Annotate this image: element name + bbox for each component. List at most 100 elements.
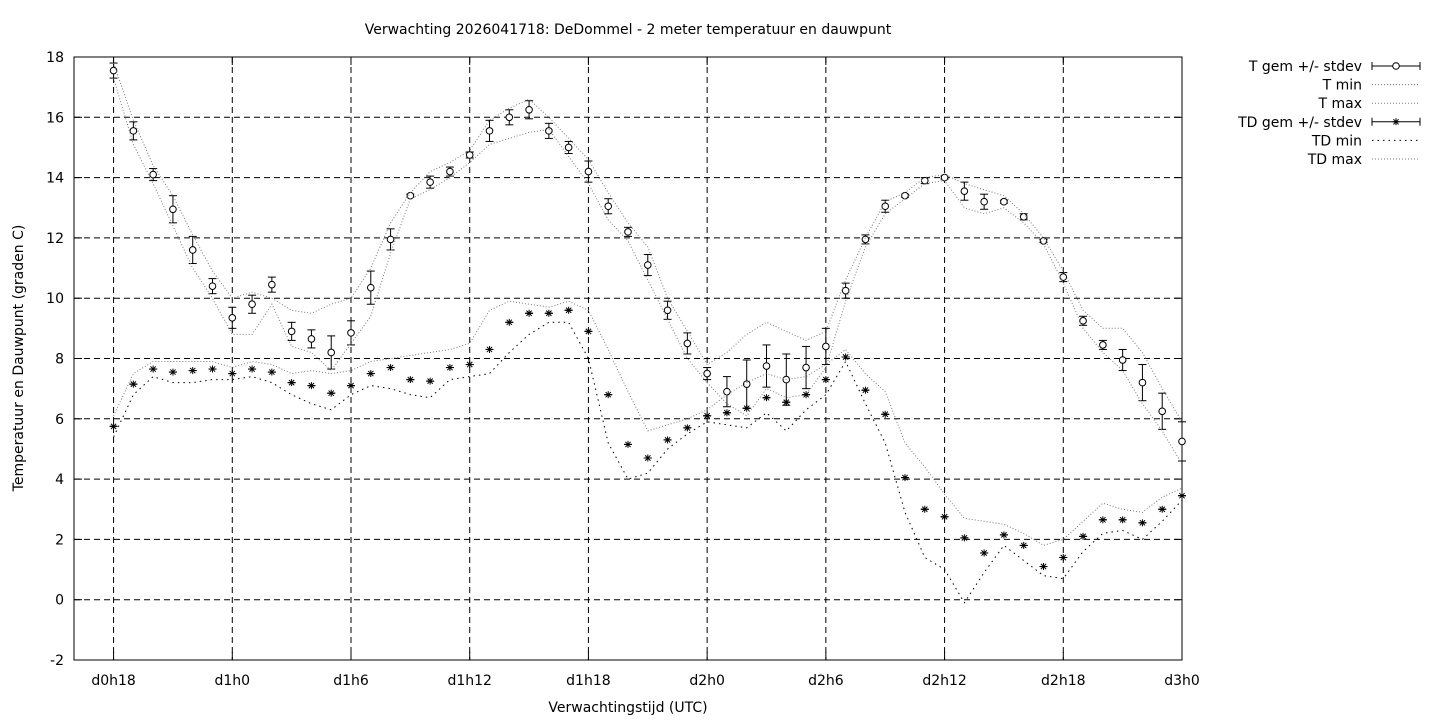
data-point <box>446 167 454 176</box>
data-point <box>426 377 434 385</box>
data-point <box>525 105 533 114</box>
y-tick-label: 14 <box>46 171 64 187</box>
data-point <box>881 410 889 418</box>
data-point <box>742 380 751 388</box>
data-point <box>663 306 672 315</box>
data-point <box>1099 516 1107 524</box>
x-tick-label: d0h18 <box>91 673 135 689</box>
legend-entry-td-min: TD min <box>1311 133 1420 149</box>
data-point <box>802 391 810 399</box>
data-point <box>366 283 375 292</box>
legend-marker <box>1392 62 1400 70</box>
series-layer <box>109 62 1186 604</box>
data-point <box>1000 197 1008 206</box>
y-tick-label: 2 <box>55 532 64 548</box>
data-point <box>822 376 830 384</box>
data-point <box>1000 531 1008 539</box>
data-point <box>110 422 118 430</box>
data-point <box>960 187 969 195</box>
data-point <box>822 342 830 351</box>
data-point <box>1039 237 1048 245</box>
data-point <box>1040 563 1047 571</box>
data-point <box>842 353 850 361</box>
series-line <box>113 300 1183 546</box>
data-point <box>763 394 770 402</box>
data-point <box>466 361 474 369</box>
data-point <box>347 382 355 390</box>
y-tick-label: 18 <box>46 50 64 66</box>
data-point <box>901 191 909 200</box>
y-tick-label: 6 <box>55 412 64 428</box>
data-point <box>703 412 711 420</box>
x-tick-label: d1h0 <box>214 673 250 689</box>
data-point <box>169 368 177 376</box>
data-point <box>129 380 137 388</box>
data-point <box>1138 519 1146 527</box>
x-tick-label: d2h0 <box>689 673 725 689</box>
data-point <box>881 202 890 211</box>
legend-entry-td-gem-stdev: TD gem +/- stdev <box>1237 115 1421 131</box>
series-td-gem-stdev <box>109 306 1186 571</box>
data-point <box>1118 356 1127 364</box>
data-point <box>406 376 414 384</box>
data-point <box>188 246 197 254</box>
legend-entry-t-gem-stdev: T gem +/- stdev <box>1248 59 1421 75</box>
data-point <box>505 318 513 326</box>
x-tick-label: d3h0 <box>1164 673 1200 689</box>
data-point <box>723 409 731 417</box>
data-point <box>1178 492 1186 500</box>
data-point <box>841 286 850 295</box>
series-td-max <box>113 300 1183 546</box>
legend-label: T gem +/- stdev <box>1248 59 1362 75</box>
data-point <box>149 170 157 179</box>
series-t-min <box>113 77 1183 465</box>
data-point <box>545 127 553 135</box>
data-point <box>1079 532 1087 540</box>
axis-ticks: -2 0 2 4 6 8 10 12 14 16 18 d0h18 d1h0 d1h6 d1h12 d1h18… <box>46 50 1200 689</box>
data-point <box>861 235 870 244</box>
data-point <box>1059 553 1067 561</box>
series-td-min <box>113 321 1183 604</box>
data-point <box>643 261 652 269</box>
data-point <box>386 235 395 244</box>
data-point <box>683 339 692 348</box>
series-line <box>113 62 1183 423</box>
data-point <box>1059 273 1068 281</box>
data-point <box>367 370 375 378</box>
chart-title: Verwachting 2026041718: DeDommel - 2 met… <box>365 22 892 38</box>
legend-entry-td-max: TD max <box>1307 152 1420 168</box>
data-point <box>960 534 968 542</box>
data-point <box>169 205 177 214</box>
y-axis-label: Temperatuur en Dauwpunt (graden C) <box>11 225 27 493</box>
data-point <box>208 282 217 290</box>
y-tick-label: 0 <box>55 593 64 609</box>
x-tick-label: d2h6 <box>808 673 844 689</box>
legend-label: T min <box>1322 78 1362 94</box>
data-point <box>109 66 118 75</box>
data-point <box>327 348 336 357</box>
data-point <box>307 335 316 343</box>
series-line <box>113 321 1183 604</box>
data-point <box>1020 541 1028 549</box>
data-point <box>802 363 810 372</box>
data-point <box>465 151 474 159</box>
data-point <box>248 365 256 373</box>
legend-label: TD max <box>1307 152 1362 168</box>
legend-entry-t-min: T min <box>1322 78 1420 94</box>
data-point <box>762 362 771 370</box>
data-point <box>446 364 454 372</box>
y-tick-label: 4 <box>55 472 64 488</box>
data-point <box>584 327 592 335</box>
data-point <box>149 365 157 373</box>
data-point <box>941 513 949 521</box>
data-point <box>248 300 256 309</box>
data-point <box>209 365 216 373</box>
data-point <box>1079 317 1087 325</box>
data-point <box>1158 505 1166 513</box>
data-point <box>189 367 197 375</box>
y-tick-label: 10 <box>46 291 64 307</box>
data-point <box>604 391 612 399</box>
data-point <box>327 389 335 397</box>
data-point <box>901 474 909 482</box>
